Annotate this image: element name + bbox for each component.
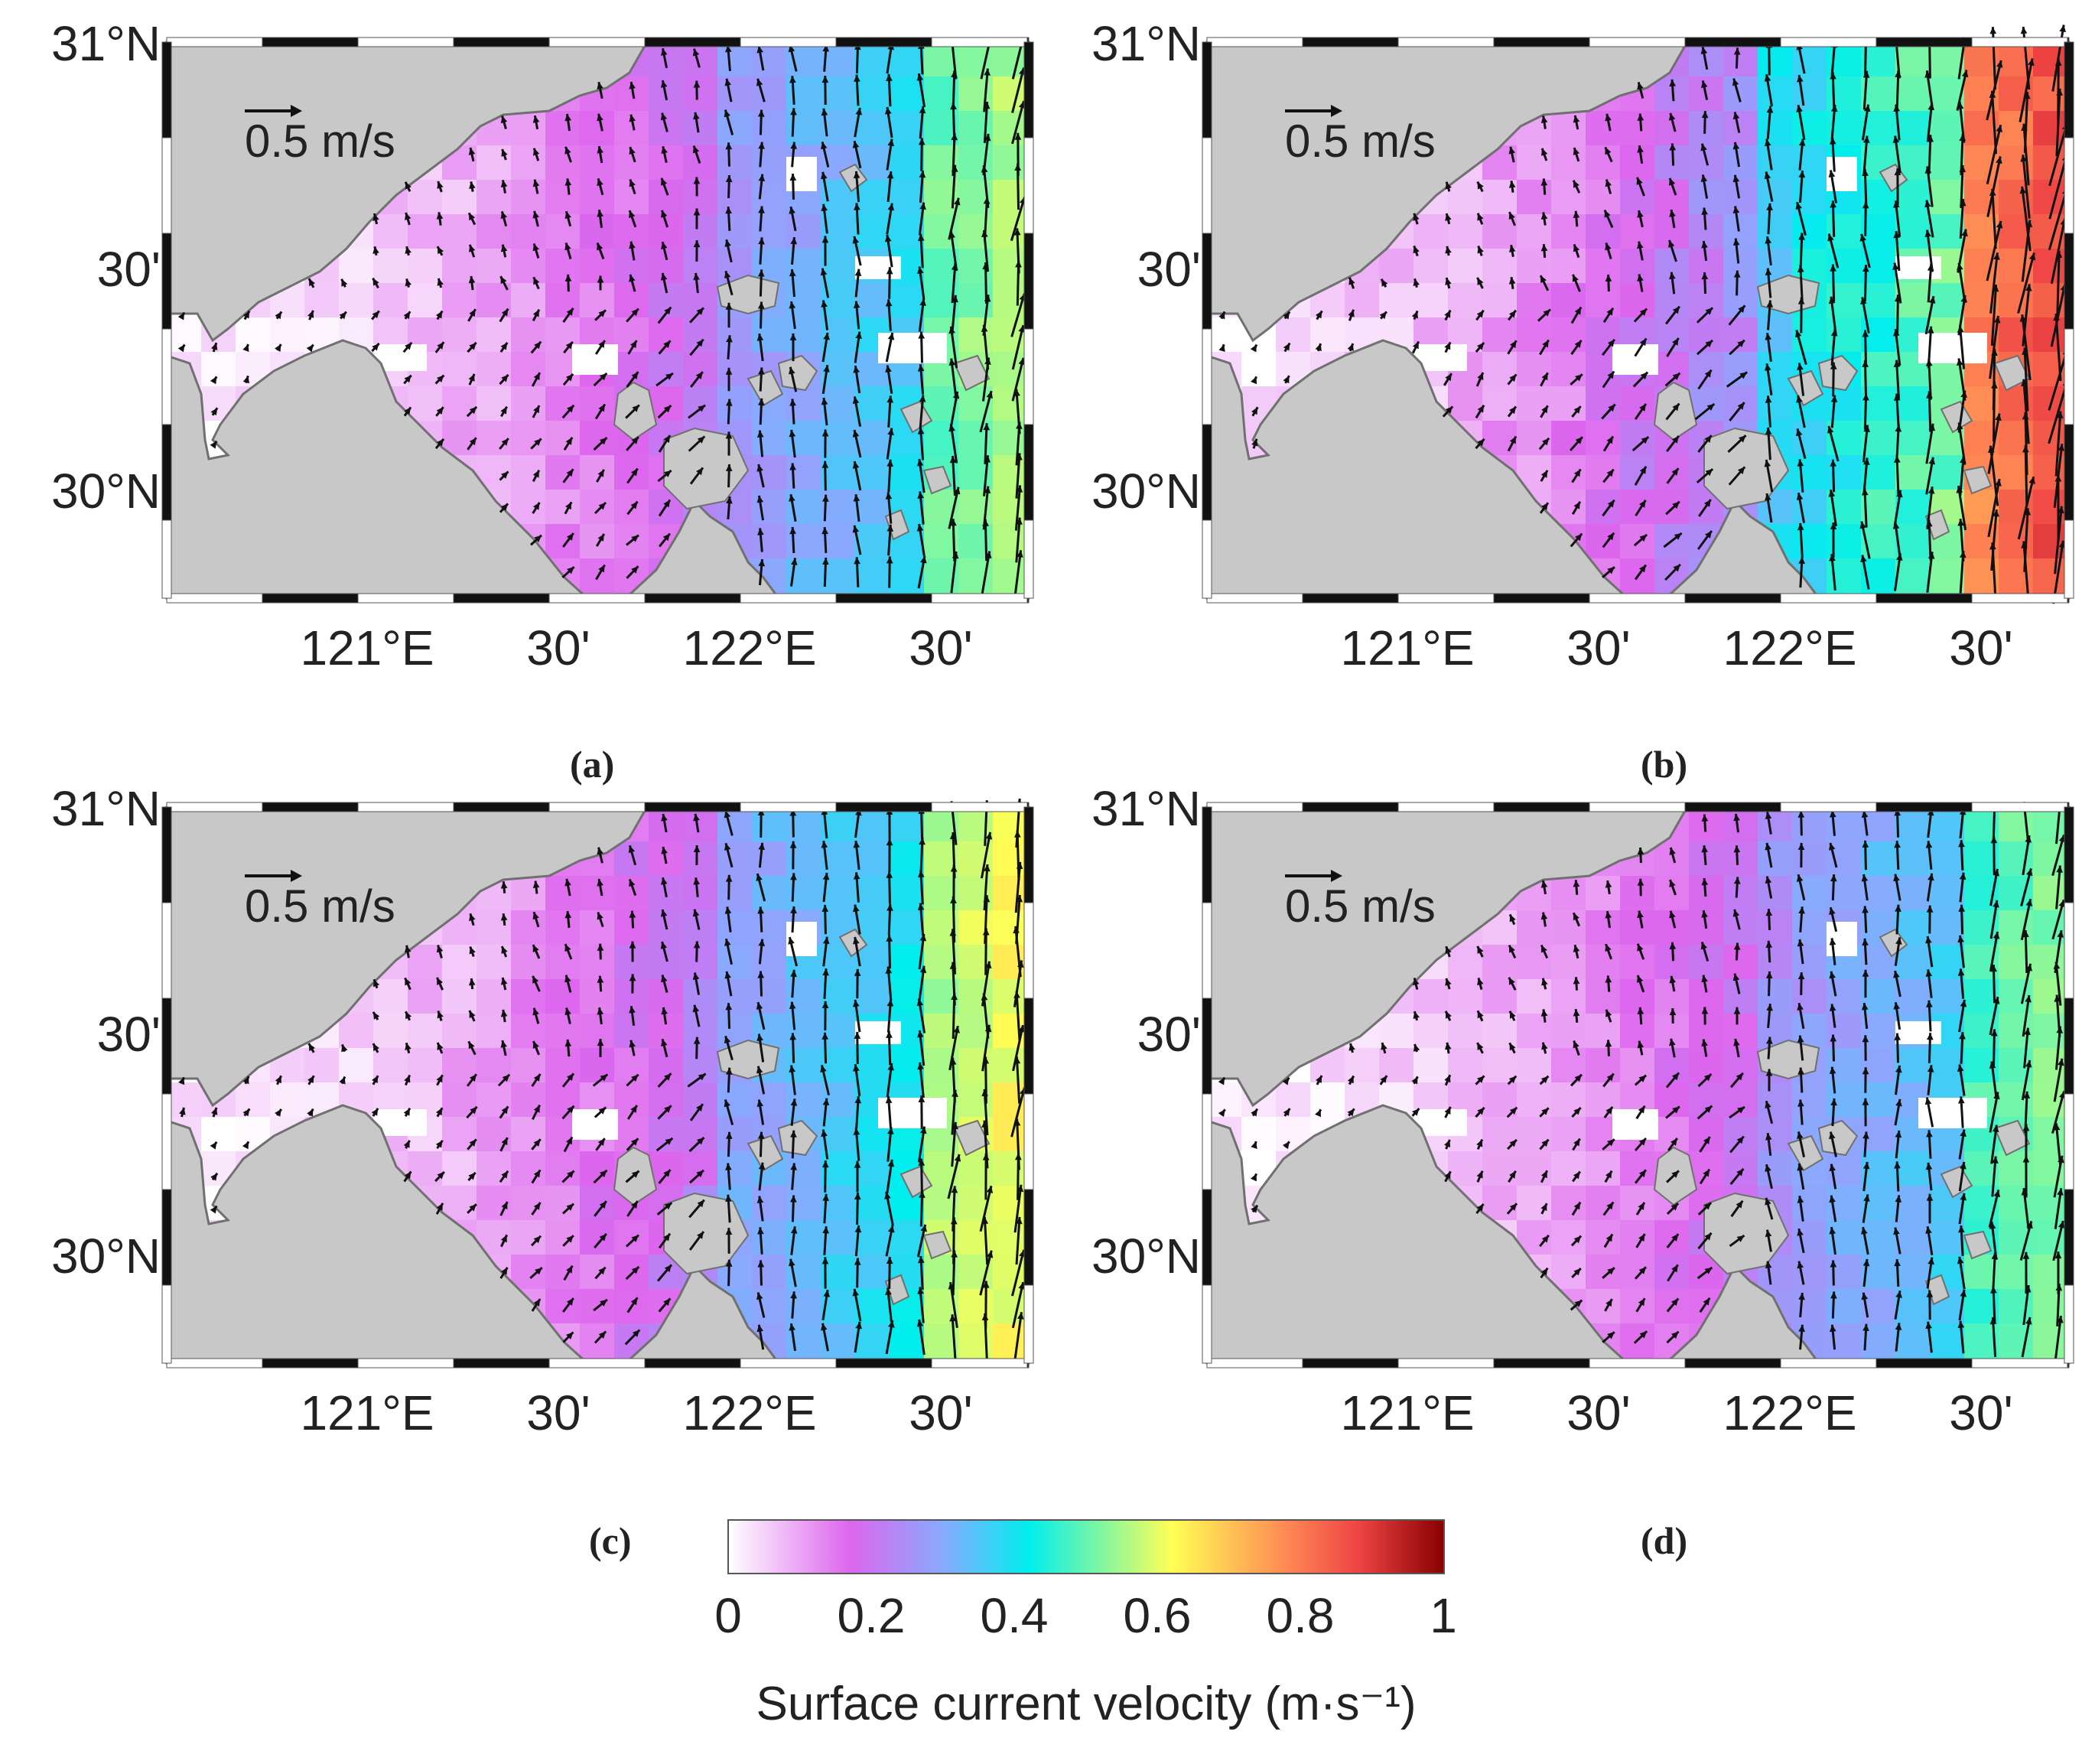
y-label-31n: 31°N xyxy=(8,780,161,837)
x-label-30min-2: 30' xyxy=(826,620,1056,676)
y-label-30n: 30°N xyxy=(1048,1228,1201,1284)
y-label-31n: 31°N xyxy=(8,15,161,72)
y-label-30n: 30°N xyxy=(8,463,161,519)
y-label-30min: 30' xyxy=(8,241,161,298)
x-label-30min-2: 30' xyxy=(826,1385,1056,1441)
scale-label-a: 0.5 m/s xyxy=(245,115,395,168)
x-label-30min-2: 30' xyxy=(1866,1385,2095,1441)
scale-label-c: 0.5 m/s xyxy=(245,880,395,932)
y-label-30min: 30' xyxy=(1048,1006,1201,1063)
colorbar-title: Surface current velocity (m·s⁻¹) xyxy=(696,1675,1476,1731)
caption-c: (c) xyxy=(589,1518,632,1563)
colorbar-tick-5: 1 xyxy=(1397,1587,1489,1644)
x-label-30min-2: 30' xyxy=(1866,620,2095,676)
colorbar-tick-4: 0.8 xyxy=(1254,1587,1346,1644)
colorbar-gradient xyxy=(727,1518,1446,1580)
map-c xyxy=(0,765,1033,1453)
map-b xyxy=(1040,0,2073,688)
y-label-30n: 30°N xyxy=(8,1228,161,1284)
scale-label-b: 0.5 m/s xyxy=(1285,115,1436,168)
colorbar-tick-2: 0.4 xyxy=(968,1587,1060,1644)
map-a xyxy=(0,0,1033,688)
map-d xyxy=(1040,765,2073,1453)
scale-label-d: 0.5 m/s xyxy=(1285,880,1436,932)
y-label-30min: 30' xyxy=(8,1006,161,1063)
y-label-31n: 31°N xyxy=(1048,15,1201,72)
y-label-30n: 30°N xyxy=(1048,463,1201,519)
panel-a: 31°N 30' 30°N 121°E 30' 122°E 30' 0.5 m/… xyxy=(0,0,1033,688)
colorbar-tick-1: 0.2 xyxy=(825,1587,917,1644)
colorbar-tick-0: 0 xyxy=(682,1587,774,1644)
colorbar-tick-3: 0.6 xyxy=(1111,1587,1203,1644)
y-label-31n: 31°N xyxy=(1048,780,1201,837)
caption-d: (d) xyxy=(1641,1518,1687,1563)
panel-c: 31°N 30' 30°N 121°E 30' 122°E 30' 0.5 m/… xyxy=(0,765,1033,1453)
panel-d: 31°N 30' 30°N 121°E 30' 122°E 30' 0.5 m/… xyxy=(1040,765,2073,1453)
panel-b: 31°N 30' 30°N 121°E 30' 122°E 30' 0.5 m/… xyxy=(1040,0,2073,688)
y-label-30min: 30' xyxy=(1048,241,1201,298)
colorbar: 0 0.2 0.4 0.6 0.8 1 Surface current velo… xyxy=(727,1518,1446,1763)
